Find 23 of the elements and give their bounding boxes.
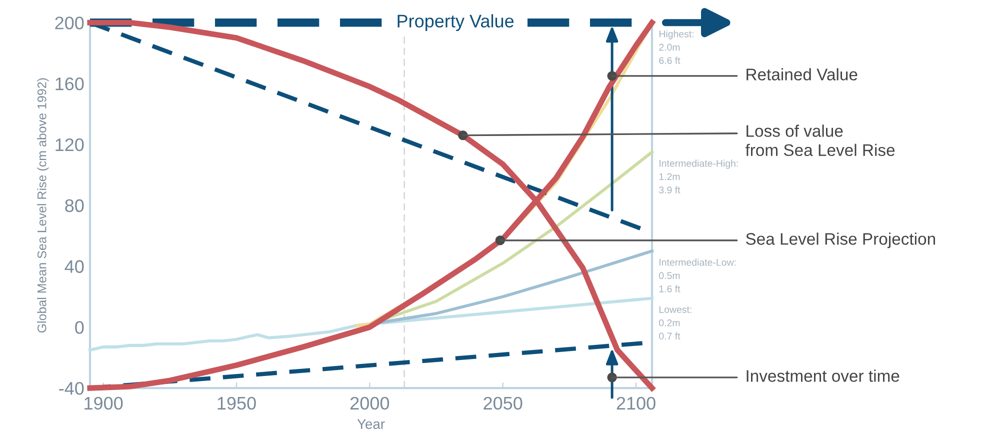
series-label: Intermediate-Low: 0.5m 1.6 ft	[659, 258, 736, 292]
x-tick-label: 1950	[218, 396, 256, 410]
annotation: Retained Value	[746, 68, 858, 80]
x-tick-label: 2100	[616, 396, 656, 410]
annotation: Sea Level Rise Projection	[746, 232, 936, 248]
x-tick-label: 2050	[484, 396, 522, 410]
y-tick-label: -40	[59, 382, 84, 395]
y-tick-label: 160	[56, 77, 84, 90]
series-label: Highest: 2.0m 6.6 ft	[659, 30, 694, 64]
x-tick-label: 2000	[350, 396, 390, 410]
y-tick-label: 0	[75, 321, 84, 334]
annotation: Investment over time	[746, 370, 900, 382]
x-tick-label: 1900	[84, 396, 123, 410]
y-axis-title: Global Mean Sea Level Rise (cm above 1992)	[37, 78, 49, 333]
y-tick-label: 200	[55, 16, 84, 30]
series-label: Intermediate-High: 1.2m 3.9 ft	[659, 160, 738, 194]
y-tick-label: 120	[56, 138, 84, 152]
annotation: Loss of value from Sea Level Rise	[745, 124, 895, 156]
ref-line-label: Property Value	[398, 14, 514, 32]
y-tick-label: 40	[64, 260, 84, 273]
series-label: Lowest: 0.2m 0.7 ft	[659, 306, 692, 340]
x-axis-title: Year	[357, 419, 385, 429]
y-tick-label: 80	[65, 199, 84, 212]
